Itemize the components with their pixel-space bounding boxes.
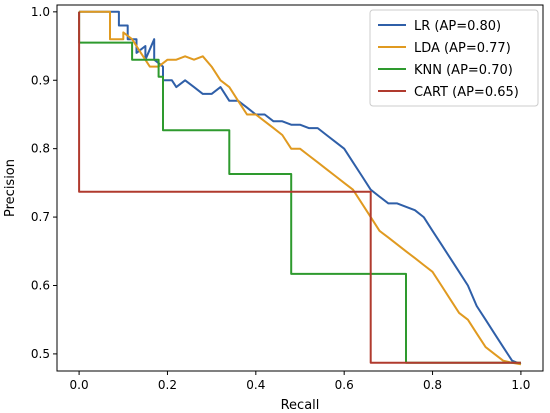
y-tick-label: 0.6 [31,278,50,292]
x-axis-label: Recall [281,398,320,413]
legend-box [369,9,539,107]
y-axis-label: Precision [3,159,18,217]
series-line-2 [78,11,521,364]
x-tick-label: 1.0 [511,378,530,392]
x-tick-label: 0.8 [423,378,442,392]
legend-entry: LDA (AP=0.77) [414,41,511,56]
x-tick-label: 0.6 [335,378,354,392]
y-tick-label: 0.8 [31,142,50,156]
x-tick-label: 0.4 [246,378,265,392]
legend-entry: LR (AP=0.80) [414,19,501,34]
y-tick-label: 1.0 [31,5,50,19]
series-layer [78,10,522,366]
legend-entry: CART (AP=0.65) [414,85,519,100]
ticks-layer: 0.0 0.2 0.4 0.6 0.8 1.0 0.5 0.6 0.7 0.8 0.9 1.0 [31,5,531,392]
legend-entry: KNN (AP=0.70) [414,63,513,78]
y-tick-label: 0.7 [31,210,50,224]
legend: LR (AP=0.80) LDA (AP=0.77) KNN (AP=0.70) CA… [369,9,539,107]
x-tick-label: 0.0 [70,378,89,392]
series-line-3 [78,11,521,364]
series-line-0 [79,10,522,366]
y-tick-label: 0.9 [31,73,50,87]
y-tick-label: 0.5 [31,347,50,361]
series-line-1 [79,10,522,366]
x-tick-label: 0.2 [158,378,177,392]
